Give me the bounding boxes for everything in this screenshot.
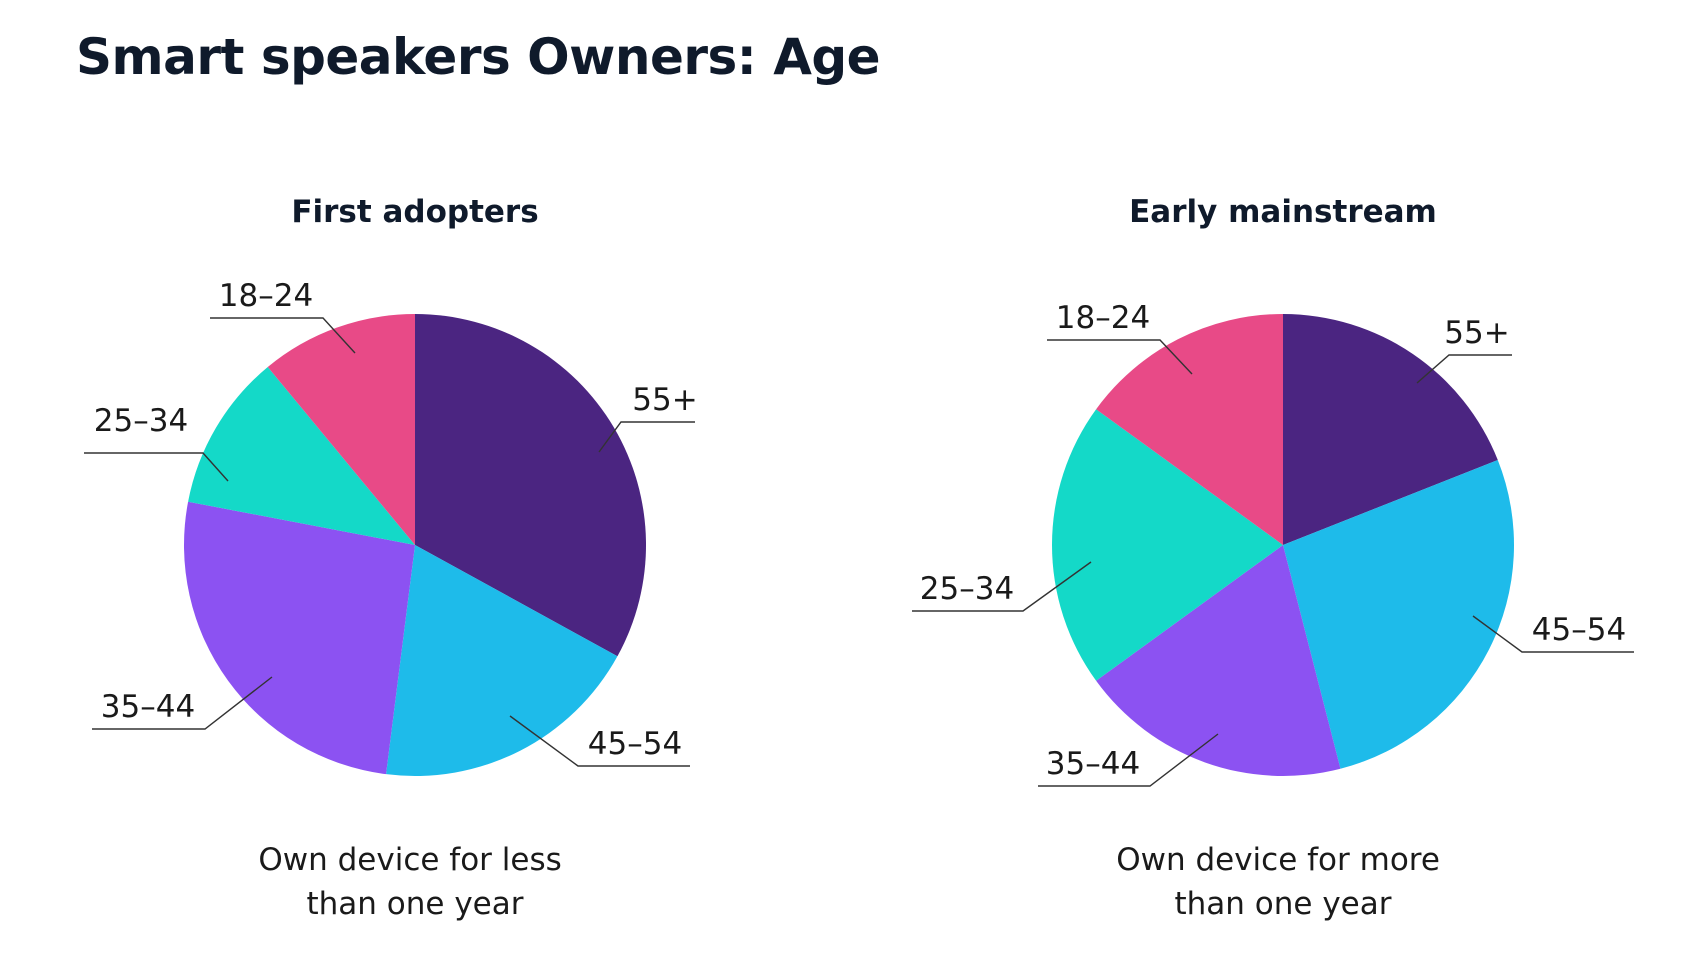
pie-slice-25-34 (188, 367, 415, 545)
caption-line: than one year (307, 886, 524, 922)
page-title: Smart speakers Owners: Age (76, 28, 881, 86)
pie-slice-18-24 (1096, 314, 1283, 545)
chart-caption: Own device for less than one year (258, 842, 571, 922)
chart-caption: Own device for more than one year (1116, 842, 1450, 922)
pie-slice-35-44 (183, 501, 415, 775)
slice-label: 35–44 (101, 689, 195, 725)
pie-slice-55 (415, 314, 647, 657)
caption-line: Own device for more (1116, 842, 1440, 878)
pie-labels: 55+ 45–54 35–44 25–34 18–24 (84, 278, 698, 767)
pie-labels: 55+ 45–54 35–44 25–34 18–24 (912, 300, 1634, 787)
early-mainstream-chart: Early mainstream 55+ 45–54 35–44 25–34 18–24… (912, 194, 1634, 922)
slice-label: 55+ (1444, 315, 1509, 351)
caption-line: Own device for less (258, 842, 561, 878)
slice-label: 25–34 (920, 571, 1014, 607)
leader-line (210, 317, 356, 354)
slice-label: 55+ (632, 382, 697, 418)
leader-line (912, 561, 1092, 612)
pie-slice-35-44 (1096, 545, 1341, 776)
first-adopters-chart: First adopters 55+ 45–54 35–44 25–34 18–24 O… (84, 194, 698, 922)
caption-line: than one year (1175, 886, 1392, 922)
pie-slice-25-34 (1052, 409, 1283, 681)
chart-title: Early mainstream (1129, 194, 1437, 230)
pie-slice-45-54 (386, 545, 618, 777)
pie-slice-45-54 (1283, 459, 1515, 769)
slice-label: 35–44 (1046, 746, 1140, 782)
pie-slice-55 (1283, 314, 1498, 545)
slice-label: 25–34 (94, 403, 188, 439)
leader-line (509, 715, 690, 767)
pie-slices (1052, 314, 1515, 776)
slice-label: 18–24 (219, 278, 313, 314)
leader-line (1047, 339, 1193, 375)
slice-label: 45–54 (1532, 612, 1626, 648)
slice-label: 45–54 (588, 726, 682, 762)
leader-line (1038, 733, 1219, 787)
leader-line (1416, 354, 1512, 384)
leader-line (598, 421, 695, 453)
chart-title: First adopters (291, 194, 538, 230)
leader-line (84, 452, 229, 482)
leader-line (92, 676, 273, 730)
leader-line (1472, 615, 1634, 653)
pie-slice-18-24 (267, 314, 415, 545)
pie-slices (183, 314, 647, 777)
slice-label: 18–24 (1056, 300, 1150, 336)
